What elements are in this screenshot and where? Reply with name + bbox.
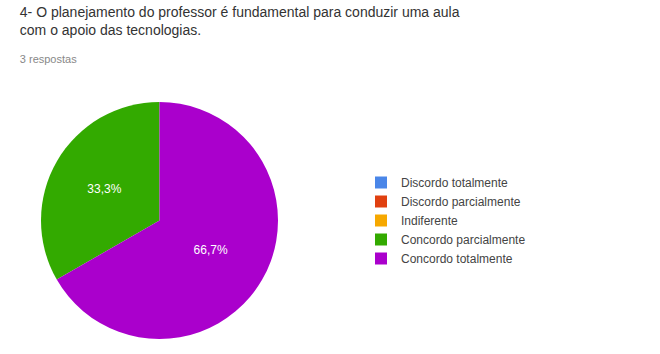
- svg-text:4- O planejamento do professor: 4- O planejamento do professor é fundame…: [20, 4, 460, 38]
- svg-text:Discordo totalmente: Discordo totalmente: [401, 176, 508, 190]
- svg-text:Concordo totalmente: Concordo totalmente: [401, 252, 513, 266]
- svg-text:66,7%: 66,7%: [194, 243, 228, 257]
- svg-text:Discordo parcialmente: Discordo parcialmente: [401, 195, 521, 209]
- svg-text:33,3%: 33,3%: [87, 182, 121, 196]
- svg-text:Concordo parcialmente: Concordo parcialmente: [401, 233, 525, 247]
- svg-text:Indiferente: Indiferente: [401, 214, 458, 228]
- svg-text:3 respostas: 3 respostas: [20, 53, 77, 65]
